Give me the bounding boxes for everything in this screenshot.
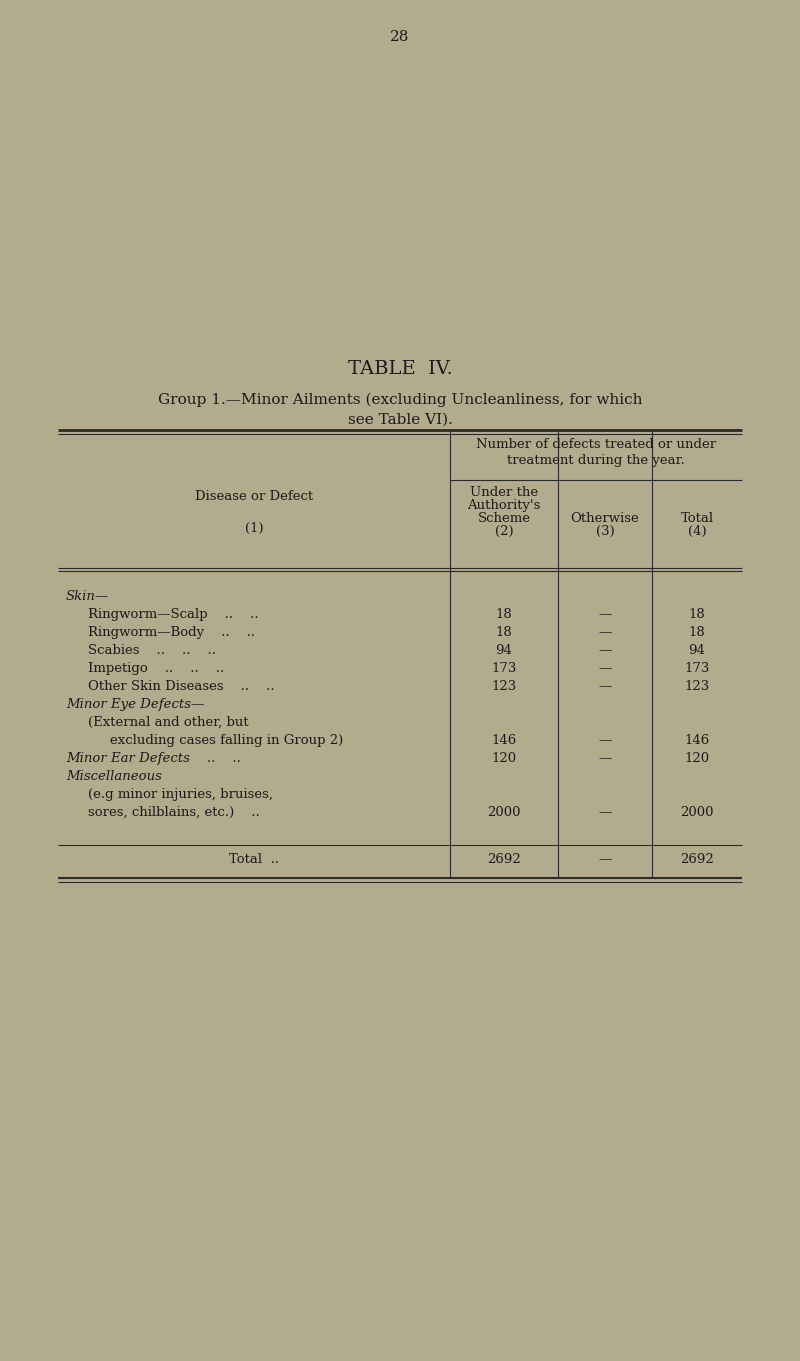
Text: 120: 120 [491,753,517,765]
Text: Ringworm—Scalp    ..    ..: Ringworm—Scalp .. .. [88,608,258,621]
Text: —: — [598,680,612,693]
Text: —: — [598,608,612,621]
Text: (e.g minor injuries, bruises,: (e.g minor injuries, bruises, [88,788,273,802]
Text: TABLE  IV.: TABLE IV. [348,361,452,378]
Text: Disease or Defect: Disease or Defect [195,490,313,504]
Text: treatment during the year.: treatment during the year. [507,455,685,467]
Text: 123: 123 [684,680,710,693]
Text: Impetigo    ..    ..    ..: Impetigo .. .. .. [88,661,224,675]
Text: 94: 94 [689,644,706,657]
Text: (1): (1) [245,523,263,535]
Text: (4): (4) [688,525,706,538]
Text: Other Skin Diseases    ..    ..: Other Skin Diseases .. .. [88,680,274,693]
Text: 94: 94 [495,644,513,657]
Text: 123: 123 [491,680,517,693]
Text: Authority's: Authority's [467,499,541,512]
Text: 18: 18 [689,626,706,640]
Text: (2): (2) [494,525,514,538]
Text: 120: 120 [685,753,710,765]
Text: Otherwise: Otherwise [570,512,639,525]
Text: (External and other, but: (External and other, but [88,716,249,729]
Text: Minor Ear Defects    ..    ..: Minor Ear Defects .. .. [66,753,241,765]
Text: —: — [598,644,612,657]
Text: Ringworm—Body    ..    ..: Ringworm—Body .. .. [88,626,255,640]
Text: 2692: 2692 [487,853,521,866]
Text: —: — [598,626,612,640]
Text: —: — [598,853,612,866]
Text: 2000: 2000 [680,806,714,819]
Text: sores, chilblains, etc.)    ..: sores, chilblains, etc.) .. [88,806,260,819]
Text: Group 1.—Minor Ailments (excluding Uncleanliness, for which: Group 1.—Minor Ailments (excluding Uncle… [158,393,642,407]
Text: —: — [598,661,612,675]
Text: Skin—: Skin— [66,591,109,603]
Text: Miscellaneous: Miscellaneous [66,770,162,783]
Text: 2692: 2692 [680,853,714,866]
Text: Scheme: Scheme [478,512,530,525]
Text: 173: 173 [684,661,710,675]
Text: Scabies    ..    ..    ..: Scabies .. .. .. [88,644,216,657]
Text: Minor Eye Defects—: Minor Eye Defects— [66,698,204,710]
Text: Total  ..: Total .. [229,853,279,866]
Text: Total: Total [681,512,714,525]
Text: 18: 18 [689,608,706,621]
Text: excluding cases falling in Group 2): excluding cases falling in Group 2) [110,734,343,747]
Text: 146: 146 [491,734,517,747]
Text: (3): (3) [596,525,614,538]
Text: 18: 18 [496,608,512,621]
Text: Under the: Under the [470,486,538,499]
Text: 146: 146 [684,734,710,747]
Text: 28: 28 [390,30,410,44]
Text: see Table VI).: see Table VI). [347,412,453,427]
Text: 173: 173 [491,661,517,675]
Text: —: — [598,753,612,765]
Text: 18: 18 [496,626,512,640]
Text: —: — [598,806,612,819]
Text: —: — [598,734,612,747]
Text: Number of defects treated or under: Number of defects treated or under [476,438,716,450]
Text: 2000: 2000 [487,806,521,819]
